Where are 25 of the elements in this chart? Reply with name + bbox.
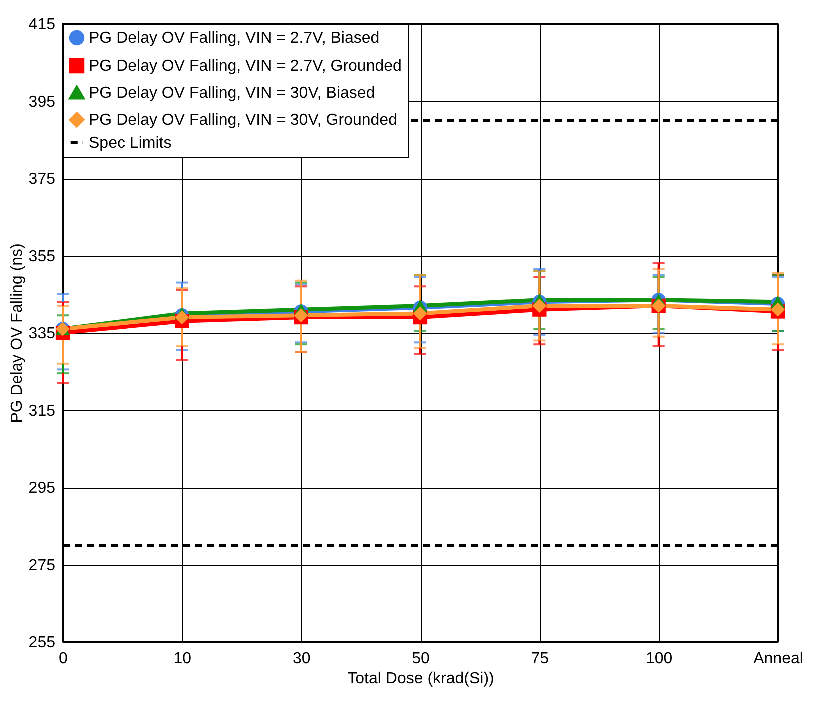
y-tick-label: 375	[28, 171, 56, 188]
legend-label: PG Delay OV Falling, VIN = 30V, Grounded	[89, 112, 398, 129]
y-tick-label: 275	[28, 557, 56, 574]
x-tick-label: 75	[531, 650, 550, 668]
legend-label: PG Delay OV Falling, VIN = 2.7V, Grounded	[89, 58, 402, 75]
point	[532, 298, 547, 314]
x-axis-title: Total Dose (krad(Si))	[348, 670, 494, 688]
legend-label: PG Delay OV Falling, VIN = 2.7V, Biased	[89, 30, 380, 47]
y-tick-label: 255	[28, 634, 56, 652]
x-tick-label: 50	[412, 650, 430, 668]
x-tick-label: Anneal	[754, 650, 804, 668]
y-axis-title: PG Delay OV Falling (ns)	[8, 244, 26, 424]
x-tick-label: 10	[174, 650, 192, 668]
point	[413, 306, 428, 321]
y-tick-label: 295	[28, 480, 56, 497]
y-tick-label: 395	[28, 94, 56, 111]
y-tick-label: 335	[28, 326, 56, 342]
y-tick-label: 315	[28, 402, 56, 420]
y-tick-label: 415	[28, 16, 56, 34]
x-tick-label: 100	[646, 650, 673, 668]
x-tick-label: 0	[59, 650, 68, 668]
x-tick-label: 30	[292, 650, 311, 668]
legend-label: PG Delay OV Falling, VIN = 30V, Biased	[89, 85, 376, 102]
y-tick-label: 355	[28, 248, 56, 266]
legend-label: Spec Limits	[89, 135, 172, 152]
